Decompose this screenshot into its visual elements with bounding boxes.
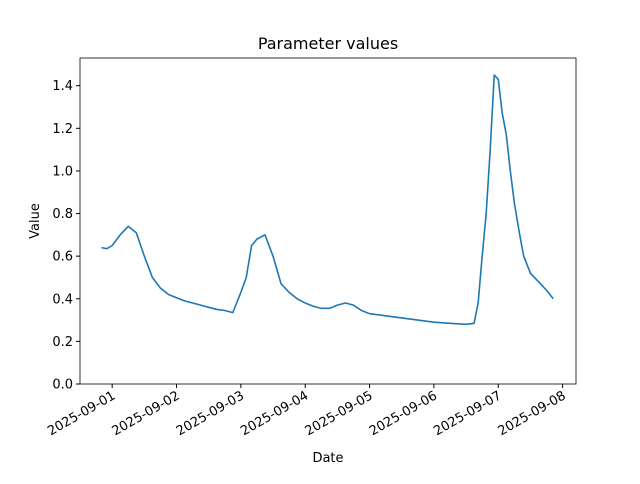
plot-frame	[79, 57, 577, 385]
x-axis-label: Date	[312, 451, 343, 466]
x-tick-label: 2025-09-03	[174, 388, 247, 439]
x-tick-label: 2025-09-08	[496, 388, 569, 439]
x-tick-label: 2025-09-05	[303, 388, 376, 439]
data-line	[101, 74, 554, 326]
chart-title: Parameter values	[258, 34, 398, 53]
x-tick-label: 2025-09-06	[367, 388, 440, 439]
x-tick-label: 2025-09-02	[110, 388, 183, 439]
y-tick-label: 0.2	[52, 335, 73, 350]
y-tick-label: 0.4	[52, 292, 73, 307]
y-tick-label: 1.0	[52, 164, 73, 179]
y-tick-label: 1.4	[52, 79, 73, 94]
y-tick-label: 1.2	[52, 122, 73, 137]
x-tick-label: 2025-09-04	[238, 388, 311, 439]
y-tick-label: 0.8	[52, 207, 73, 222]
y-axis-label: Value	[28, 203, 43, 239]
x-tick-label: 2025-09-01	[45, 388, 118, 439]
x-tick-label: 2025-09-07	[431, 388, 504, 439]
y-tick-label: 0.0	[52, 378, 73, 393]
y-tick-label: 0.6	[52, 250, 73, 265]
